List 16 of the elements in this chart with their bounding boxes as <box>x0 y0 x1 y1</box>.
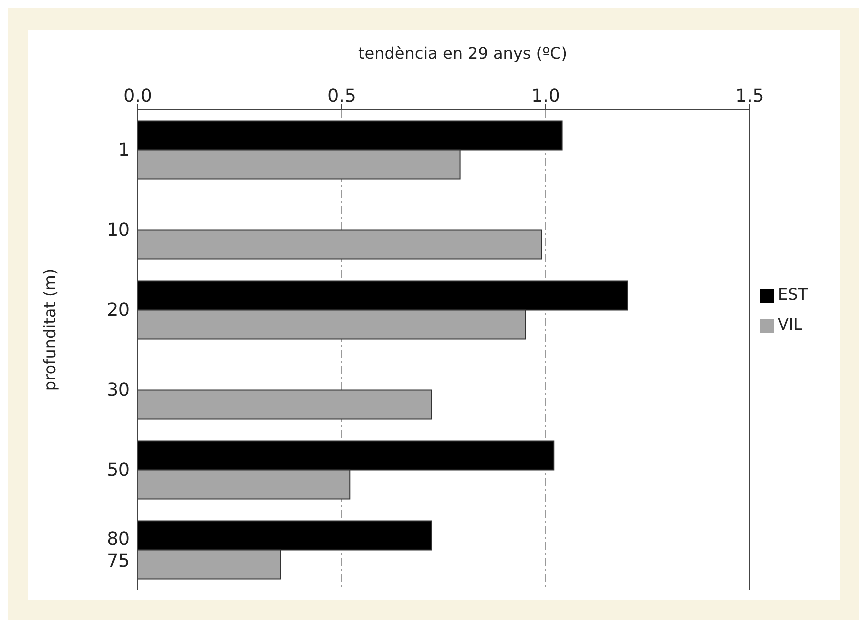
y-axis-title: profunditat (m) <box>40 268 60 392</box>
y-tick-label: 10 <box>107 220 130 240</box>
y-tick-label: 30 <box>107 380 130 400</box>
y-tick-label: 20 <box>107 300 130 320</box>
x-axis-title: tendència en 29 anys (ºC) <box>357 44 569 63</box>
y-tick-label: 50 <box>107 460 130 480</box>
bar <box>138 390 432 420</box>
y-tick-label: 1 <box>118 140 130 160</box>
x-tick-label: 0.0 <box>124 86 152 107</box>
bar <box>138 230 542 260</box>
y-tick-label: 80 75 <box>107 528 130 572</box>
legend-label: EST <box>778 285 808 304</box>
x-tick-label: 1.0 <box>532 86 560 107</box>
x-tick-label: 1.5 <box>736 86 764 107</box>
legend-label: VIL <box>778 315 803 334</box>
x-tick-label: 0.5 <box>328 86 356 107</box>
